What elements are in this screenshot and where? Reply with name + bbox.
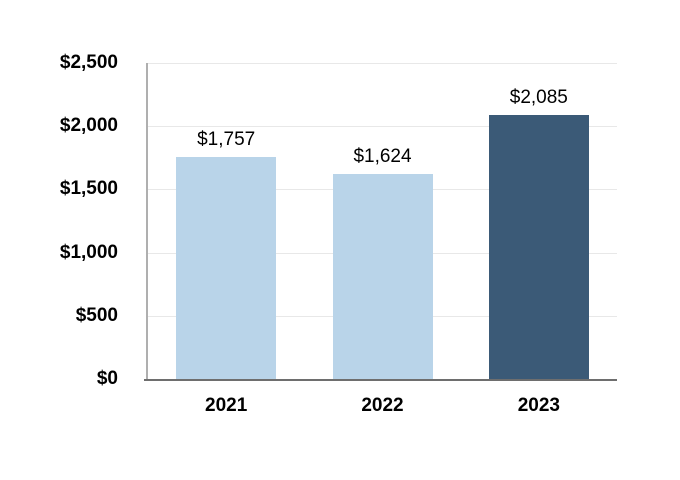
gridline: [148, 63, 617, 64]
x-axis-tick-label: 2023: [517, 395, 560, 416]
y-axis-tick-label: $0: [96, 368, 118, 389]
value-label-2022: $1,624: [353, 145, 412, 167]
x-axis-tick-label: 2022: [361, 395, 404, 416]
y-axis-tick-label: $1,000: [59, 241, 118, 263]
y-axis-line: [146, 63, 148, 379]
value-label-2023: $2,085: [509, 87, 568, 109]
gridline: [148, 126, 617, 128]
y-axis-tick-label: $500: [75, 304, 118, 326]
x-axis-line: [144, 379, 617, 381]
y-axis-tick-label: $2,000: [59, 115, 118, 137]
y-axis-tick-label: $1,500: [59, 178, 118, 200]
plot-area: $1,757 $1,624 $2,085: [144, 63, 617, 381]
x-axis-tick-label: 2021: [205, 395, 248, 416]
value-label-2021: $1,757: [197, 128, 256, 150]
bar-2023: [488, 115, 589, 379]
bar-2022: [332, 173, 433, 379]
y-axis-tick-label: $2,500: [59, 52, 118, 73]
bar-2021: [176, 156, 277, 379]
